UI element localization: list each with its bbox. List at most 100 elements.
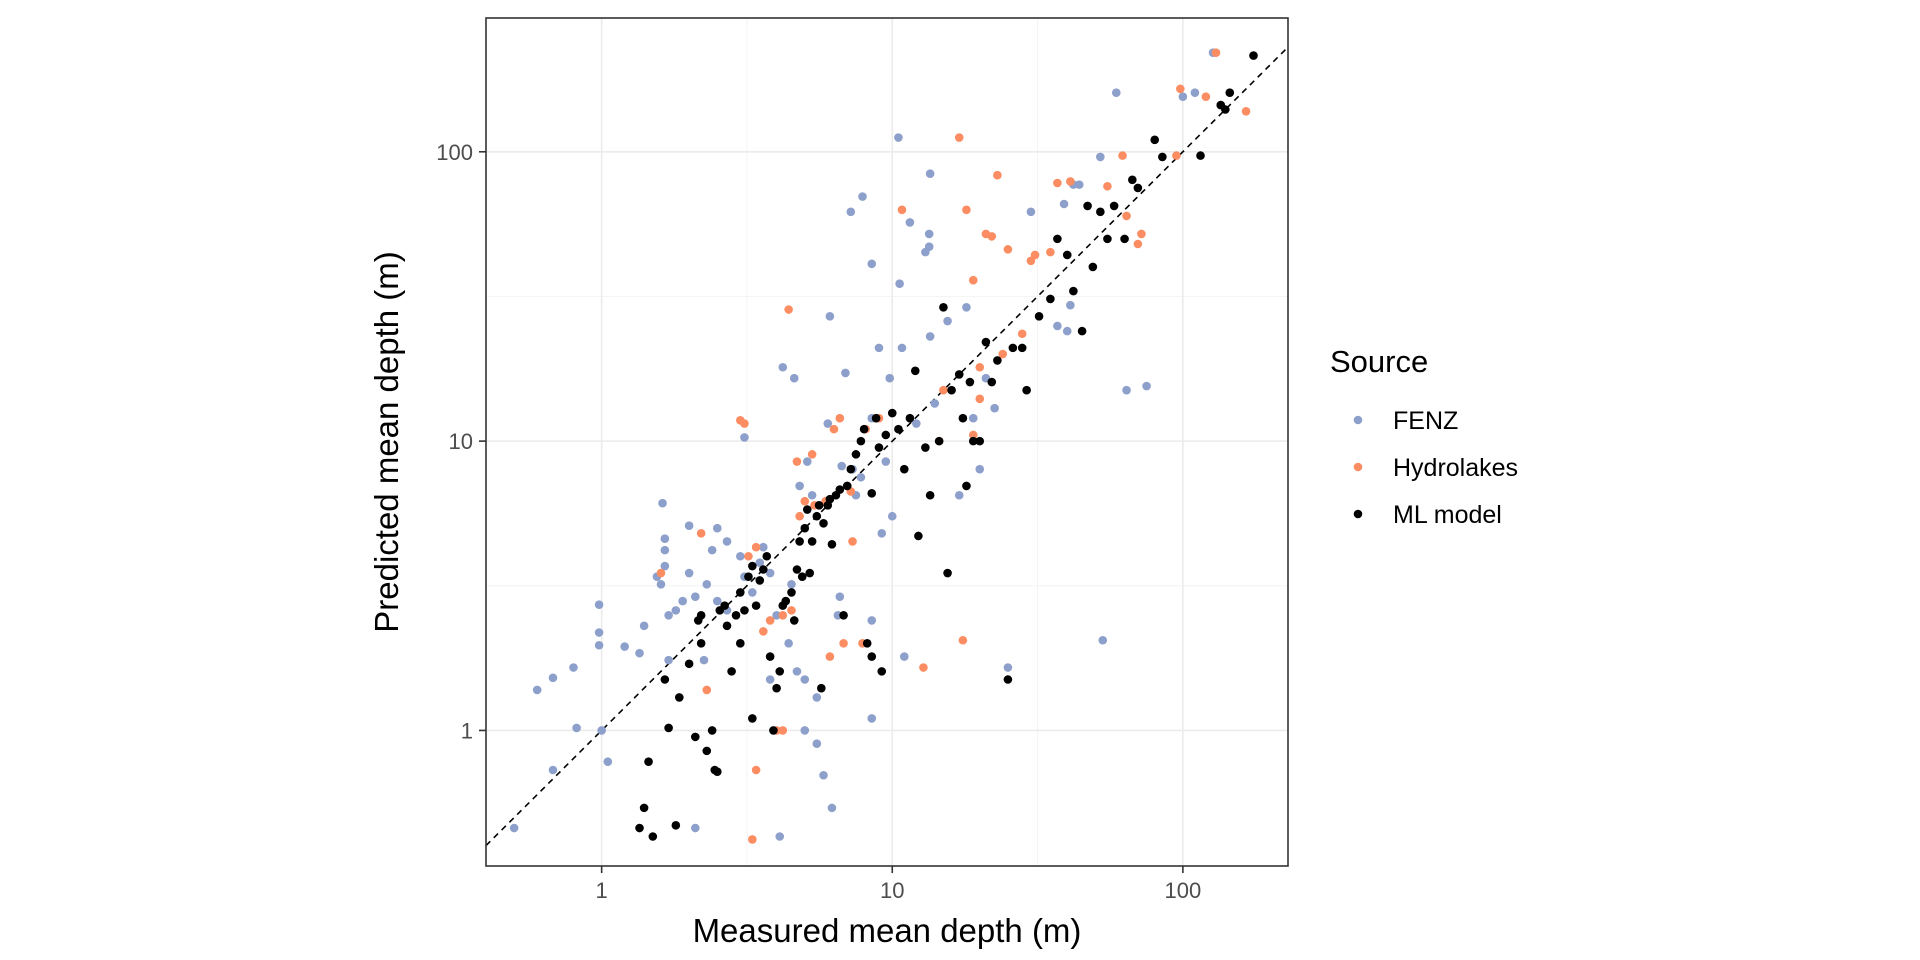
point-fenz: [690, 592, 700, 601]
point-ml-model: [731, 611, 741, 620]
point-fenz: [569, 663, 578, 672]
point-fenz: [594, 640, 604, 650]
legend: Source FENZ Hydrolakes ML model: [1330, 344, 1518, 529]
point-fenz: [807, 490, 817, 500]
point-hydrolakes: [1103, 181, 1112, 191]
point-hydrolakes: [1241, 107, 1251, 116]
point-ml-model: [696, 611, 706, 620]
legend-title: Source: [1330, 344, 1428, 379]
point-hydrolakes: [656, 568, 666, 578]
point-fenz: [867, 714, 877, 723]
point-fenz: [930, 399, 940, 408]
point-fenz: [1190, 88, 1200, 98]
point-hydrolakes: [1118, 151, 1127, 160]
point-fenz: [874, 343, 884, 353]
point-ml-model: [1096, 207, 1105, 217]
point-ml-model: [736, 639, 745, 648]
point-hydrolakes: [1122, 211, 1131, 221]
point-hydrolakes: [744, 551, 753, 561]
point-fenz: [925, 332, 935, 341]
point-hydrolakes: [919, 663, 928, 672]
point-fenz: [968, 413, 978, 423]
point-ml-model: [934, 436, 944, 446]
point-fenz: [1111, 88, 1121, 98]
point-ml-model: [660, 675, 670, 684]
point-ml-model: [769, 726, 778, 735]
point-ml-model: [968, 436, 978, 446]
point-ml-model: [755, 576, 765, 585]
point-hydrolakes: [765, 616, 775, 625]
point-ml-model: [887, 408, 897, 418]
point-fenz: [792, 667, 802, 676]
point-fenz: [671, 606, 681, 615]
point-fenz: [1178, 92, 1188, 102]
point-fenz: [620, 642, 629, 651]
point-fenz: [594, 600, 604, 610]
point-ml-model: [664, 723, 673, 733]
point-fenz: [846, 207, 856, 217]
point-fenz: [856, 472, 866, 482]
point-ml-model: [722, 621, 732, 631]
point-ml-model: [792, 565, 802, 574]
point-ml-model: [846, 464, 856, 474]
point-hydrolakes: [975, 394, 985, 404]
point-fenz: [841, 368, 850, 378]
point-ml-model: [802, 505, 812, 514]
point-fenz: [736, 551, 745, 561]
point-ml-model: [993, 356, 1002, 365]
point-ml-model: [981, 337, 991, 347]
point-fenz: [509, 823, 519, 833]
point-ml-model: [1022, 385, 1031, 395]
point-hydrolakes: [787, 606, 796, 615]
point-hydrolakes: [993, 170, 1002, 180]
point-fenz: [664, 655, 673, 665]
point-hydrolakes: [702, 685, 712, 695]
y-tick-label: 1: [461, 718, 473, 743]
point-ml-model: [975, 436, 985, 446]
point-ml-model: [812, 511, 822, 521]
point-ml-model: [856, 436, 866, 446]
point-ml-model: [712, 767, 722, 777]
point-fenz: [684, 521, 694, 531]
point-hydrolakes: [784, 305, 793, 314]
point-hydrolakes: [792, 457, 802, 466]
point-ml-model: [727, 667, 736, 676]
point-hydrolakes: [839, 639, 848, 648]
point-fenz: [660, 534, 670, 543]
point-hydrolakes: [897, 205, 907, 215]
point-hydrolakes: [975, 362, 985, 372]
point-fenz: [1142, 381, 1151, 391]
point-ml-model: [759, 565, 768, 574]
point-hydrolakes: [751, 765, 761, 775]
point-fenz: [1053, 321, 1062, 331]
point-fenz: [548, 673, 558, 683]
point-ml-model: [805, 568, 815, 578]
point-fenz: [690, 823, 700, 833]
point-fenz: [1122, 385, 1131, 395]
point-fenz: [1074, 180, 1084, 189]
point-hydrolakes: [825, 652, 835, 661]
point-fenz: [825, 312, 835, 321]
point-fenz: [962, 303, 971, 312]
point-fenz: [759, 542, 768, 552]
point-ml-model: [1225, 88, 1235, 98]
point-ml-model: [987, 377, 997, 387]
point-ml-model: [1133, 183, 1143, 193]
point-hydrolakes: [751, 542, 761, 552]
point-ml-model: [720, 601, 729, 610]
grid-lines: [486, 18, 1288, 866]
point-ml-model: [867, 652, 877, 661]
point-hydrolakes: [759, 627, 768, 636]
x-tick-label: 1: [596, 878, 608, 903]
point-hydrolakes: [1137, 229, 1146, 239]
point-fenz: [877, 529, 887, 538]
point-fenz: [702, 579, 712, 589]
legend-label-hydrolakes: Hydrolakes: [1393, 454, 1518, 482]
point-hydrolakes: [696, 529, 706, 538]
point-ml-model: [797, 572, 807, 581]
point-fenz: [778, 362, 788, 372]
point-fenz: [775, 832, 785, 841]
point-fenz: [722, 537, 732, 546]
point-fenz: [885, 373, 895, 383]
point-ml-model: [939, 303, 948, 312]
